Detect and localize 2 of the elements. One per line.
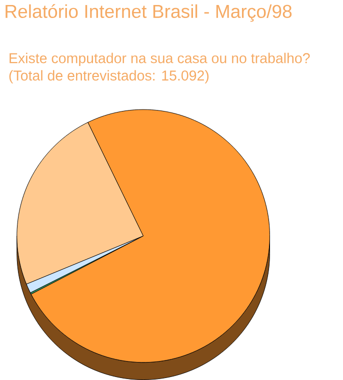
chart-subtitle: Existe computador na sua casa ou no trabalho? (Total de entrevistados: 15.092) [9, 52, 310, 84]
chart-title: Relatório Internet Brasil - Março/98 [6, 4, 292, 22]
